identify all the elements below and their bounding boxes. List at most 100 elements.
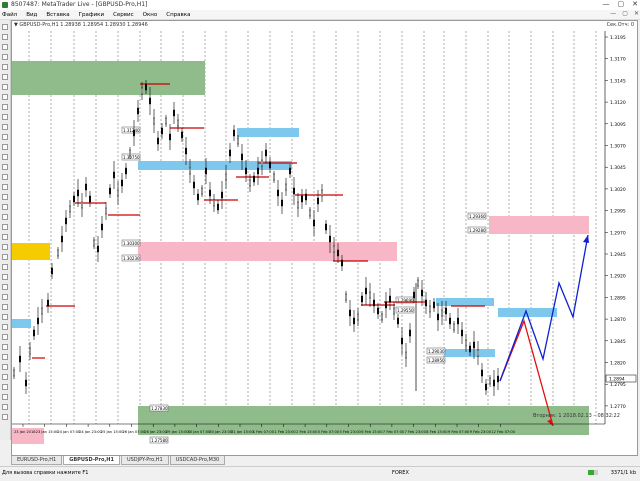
time-tick-label: 5 Feb 23:00: [340, 430, 362, 434]
candle-body: [273, 173, 276, 181]
price-tick-label: 1.2920: [610, 274, 626, 280]
mdi-minimize-button[interactable]: —: [610, 10, 617, 17]
toolbar-tool-icon[interactable]: [2, 284, 8, 290]
toolbar-tool-icon[interactable]: [2, 154, 8, 160]
toolbar-tool-icon[interactable]: [2, 94, 8, 100]
toolbar-tool-icon[interactable]: [2, 124, 8, 130]
candle-body: [321, 189, 324, 197]
zone-label: 1.29550: [397, 308, 414, 313]
menu-file[interactable]: Файл: [2, 11, 18, 18]
tab-gbpusd[interactable]: GBPUSD-Pro,H1: [63, 456, 120, 465]
candle-body: [260, 159, 263, 167]
toolbar-tool-icon[interactable]: [2, 24, 8, 30]
candle-body: [441, 309, 444, 317]
menu-window[interactable]: Окно: [142, 11, 158, 18]
maximize-button[interactable]: ▢: [617, 0, 625, 8]
toolbar-tool-icon[interactable]: [2, 54, 8, 60]
mdi-maximize-button[interactable]: ▢: [622, 10, 628, 17]
toolbar-tool-icon[interactable]: [2, 74, 8, 80]
candle-body: [433, 301, 436, 309]
toolbar-tool-icon[interactable]: [2, 264, 8, 270]
tab-usdjpy[interactable]: USDJPY-Pro,H1: [120, 456, 169, 465]
toolbar-tool-icon[interactable]: [2, 324, 8, 330]
candle-body: [148, 97, 151, 105]
toolbar-tool-icon[interactable]: [2, 334, 8, 340]
toolbar-tool-icon[interactable]: [2, 184, 8, 190]
toolbar-tool-icon[interactable]: [2, 204, 8, 210]
toolbar-tool-icon[interactable]: [2, 84, 8, 90]
toolbar-tool-icon[interactable]: [2, 224, 8, 230]
candle-body: [369, 291, 372, 299]
candle-body: [409, 329, 412, 337]
blue-zone: [444, 349, 495, 357]
time-tick-label: 23 Jan 15:00: [36, 430, 59, 434]
toolbar-tool-icon[interactable]: [2, 394, 8, 400]
toolbar-tool-icon[interactable]: [2, 364, 8, 370]
zone-label: 1.28950: [428, 358, 445, 363]
close-button[interactable]: ✕: [632, 0, 638, 8]
toolbar-tool-icon[interactable]: [2, 134, 8, 140]
menu-help[interactable]: Справка: [166, 11, 191, 18]
toolbar-tool-icon[interactable]: [2, 414, 8, 420]
toolbar-tool-icon[interactable]: [2, 194, 8, 200]
zone-label-box: [426, 356, 446, 364]
toolbar-tool-icon[interactable]: [2, 384, 8, 390]
candle-body: [216, 203, 219, 211]
toolbar-tool-icon[interactable]: [2, 44, 8, 50]
zone-label-box: [467, 226, 487, 234]
candle-body: [405, 351, 408, 359]
mdi-close-button[interactable]: ✕: [633, 10, 639, 17]
toolbar-tool-icon[interactable]: [2, 304, 8, 310]
price-tick-label: 1.2820: [610, 361, 626, 367]
toolbar-tool-icon[interactable]: [2, 314, 8, 320]
candle-body: [112, 171, 115, 179]
zone-label: 1.29690: [397, 298, 414, 303]
candle-body: [156, 137, 159, 145]
toolbar-tool-icon[interactable]: [2, 274, 8, 280]
toolbar-tool-icon[interactable]: [2, 164, 8, 170]
price-tick-label: 1.3120: [610, 100, 626, 106]
minimize-button[interactable]: —: [602, 0, 610, 8]
candle-body: [477, 349, 480, 357]
toolbar-tool-icon[interactable]: [2, 374, 8, 380]
menu-view[interactable]: Вид: [26, 11, 38, 18]
toolbar-tool-icon[interactable]: [2, 144, 8, 150]
toolbar-tool-icon[interactable]: [2, 104, 8, 110]
buy-zone-top: [12, 61, 205, 95]
toolbar-tool-icon[interactable]: [2, 234, 8, 240]
candle-body: [289, 167, 292, 175]
candle-body: [277, 189, 280, 197]
menu-insert[interactable]: Вставка: [46, 11, 70, 18]
candle-body: [232, 129, 235, 137]
tab-eurusd[interactable]: EURUSD-Pro,H1: [11, 456, 63, 465]
menu-charts[interactable]: Графики: [78, 11, 105, 18]
candle-body: [144, 83, 147, 91]
sell-zone-right: [489, 216, 589, 234]
toolbar-tool-icon[interactable]: [2, 254, 8, 260]
time-tick-label: 26 Jan 07:00: [123, 430, 146, 434]
blue-zone: [436, 298, 494, 306]
toolbar-tool-icon[interactable]: [2, 344, 8, 350]
candle-body: [337, 249, 340, 257]
toolbar-tool-icon[interactable]: [2, 354, 8, 360]
tab-usdcad[interactable]: USDCAD-Pro,M30: [169, 456, 226, 465]
toolbar-tool-icon[interactable]: [2, 404, 8, 410]
price-tick-label: 1.2870: [610, 317, 626, 323]
time-tick-label: 23 Jan 2018: [14, 430, 36, 434]
toolbar-tool-icon[interactable]: [2, 64, 8, 70]
candle-body: [357, 313, 360, 321]
toolbar-tool-icon[interactable]: [2, 174, 8, 180]
zone-label: 1.27830: [151, 406, 168, 411]
toolbar-tool-icon[interactable]: [2, 114, 8, 120]
toolbar-tool-icon[interactable]: [2, 214, 8, 220]
candle-body: [128, 149, 131, 157]
candle-body: [33, 329, 36, 337]
toolbar-tool-icon[interactable]: [2, 34, 8, 40]
price-chart[interactable]: 1.29360 1.29280 1.31240 1.30750 1.30300 1.302…: [12, 21, 637, 455]
menu-tools[interactable]: Сервис: [113, 11, 134, 18]
toolbar-tool-icon[interactable]: [2, 294, 8, 300]
chart-window[interactable]: ▼ GBPUSD-Pro,H1 1.28938 1.28954 1.28930 …: [11, 20, 638, 456]
toolbar-tool-icon[interactable]: [2, 244, 8, 250]
candle-body: [469, 345, 472, 353]
candle-body: [240, 153, 243, 161]
